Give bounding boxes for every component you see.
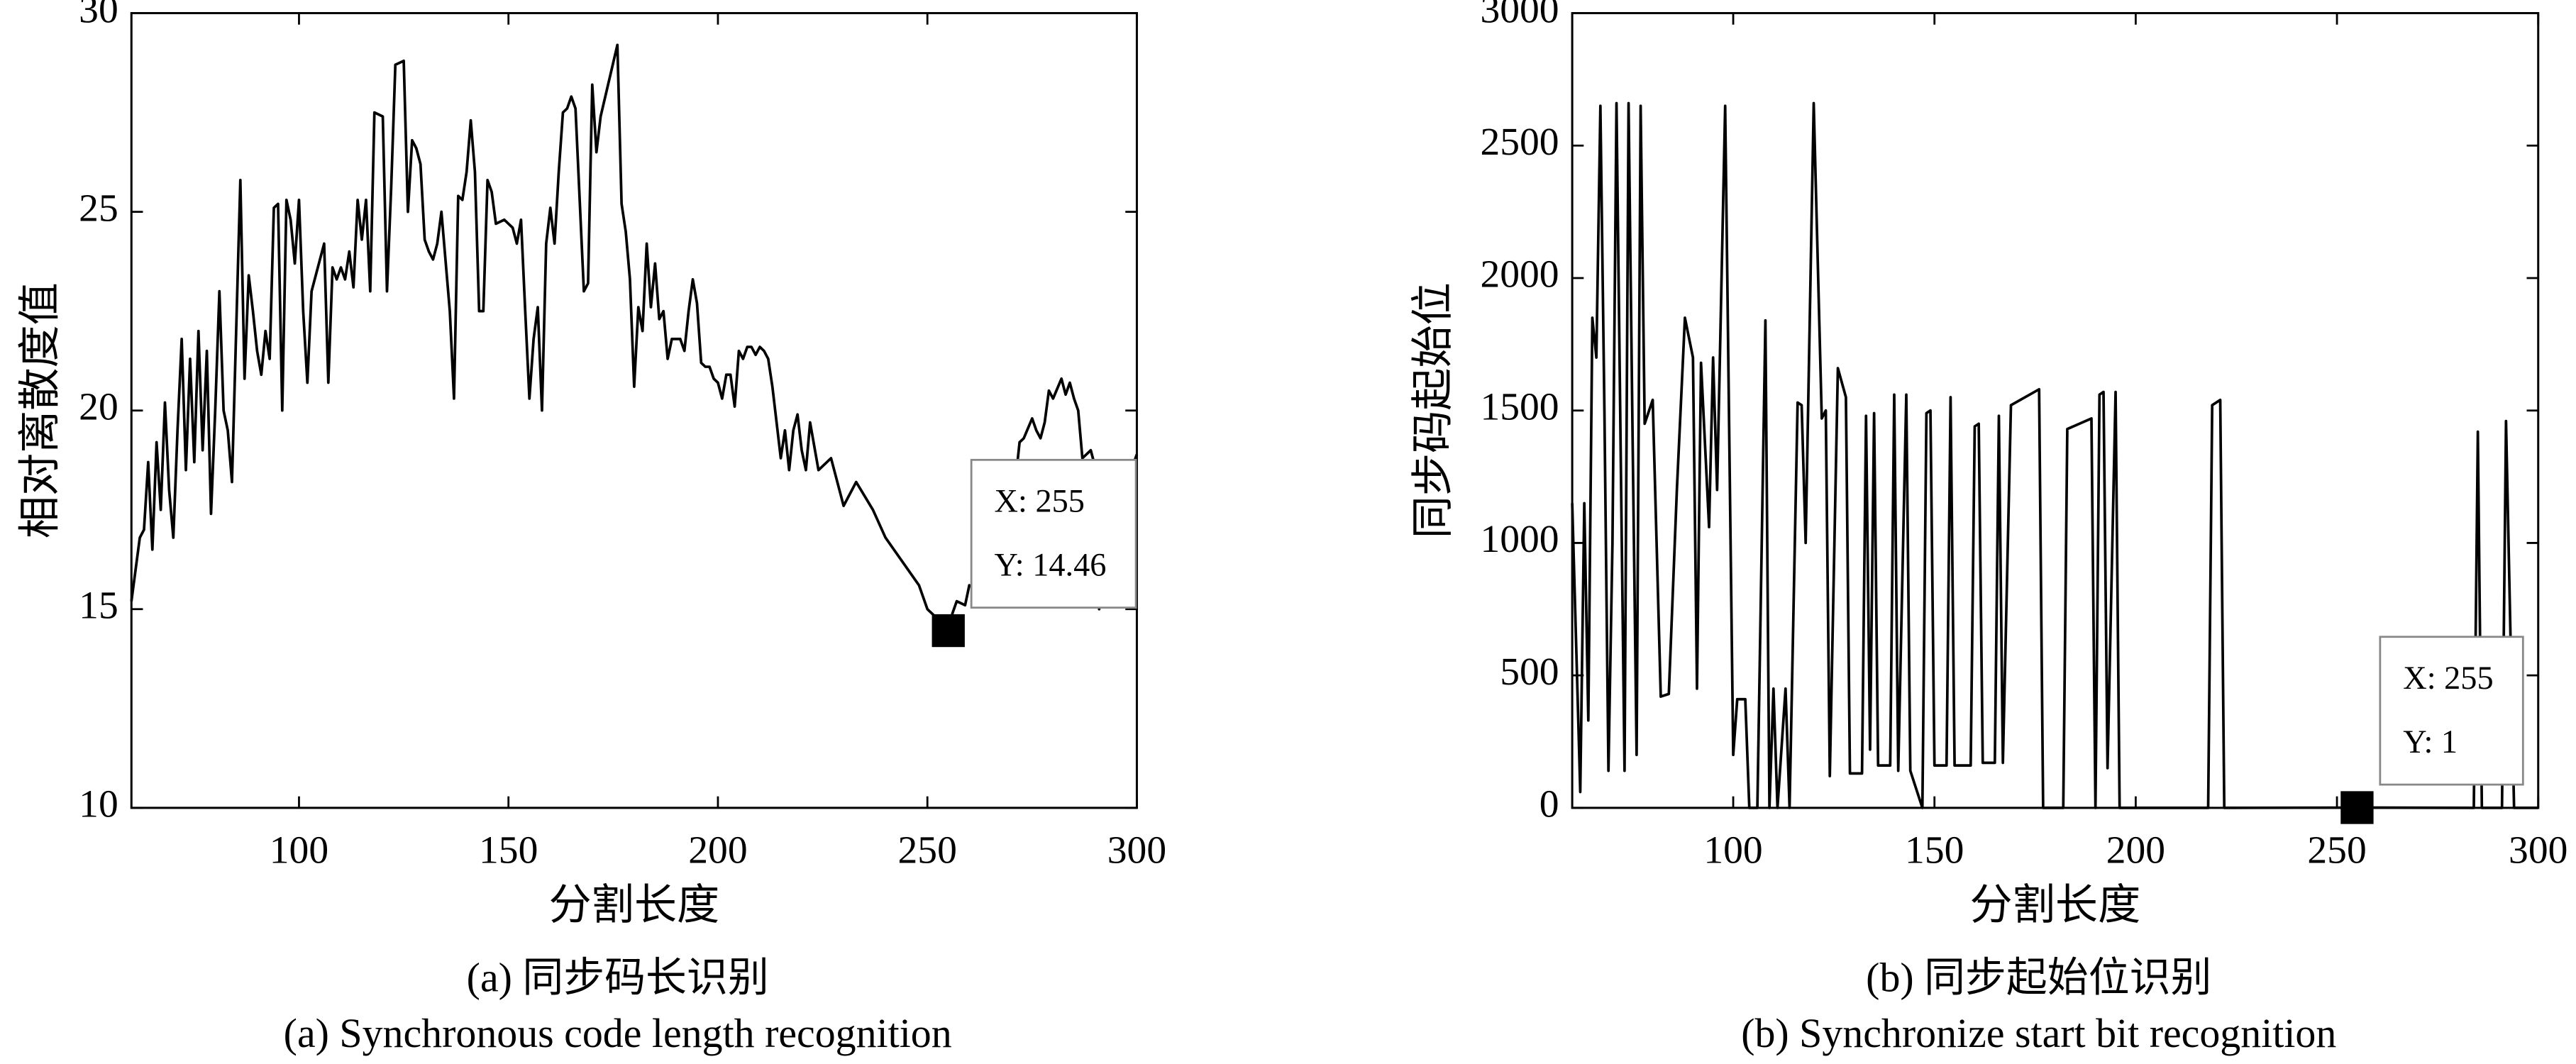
x-tick-label: 300 — [2509, 828, 2567, 872]
x-tick-label: 100 — [270, 828, 328, 872]
data-tip-text: X: 255 — [995, 483, 1085, 519]
x-tick-label: 200 — [2106, 828, 2165, 872]
y-tick-label: 15 — [79, 584, 118, 628]
x-tick-label: 150 — [479, 828, 538, 872]
data-tip-text: Y: 1 — [2403, 724, 2458, 760]
y-tick-label: 0 — [1539, 782, 1559, 826]
caption-en: (b) Synchronize start bit recognition — [1741, 1010, 2336, 1056]
caption: (b) 同步起始位识别 — [1866, 955, 2211, 1001]
x-tick-label: 300 — [1107, 828, 1166, 872]
caption: (a) 同步码长识别 — [467, 955, 769, 1001]
x-axis-label: 分割长度 — [1970, 882, 2141, 929]
plot-frame — [130, 12, 1138, 809]
y-axis-label: 同步码起始位 — [1410, 282, 1457, 538]
x-tick-label: 100 — [1703, 828, 1762, 872]
y-tick-label: 30 — [79, 0, 118, 31]
data-tip-marker — [932, 614, 965, 648]
caption-en: (a) Synchronous code length recognition — [284, 1010, 952, 1056]
data-line — [130, 43, 1139, 632]
y-tick-label: 2000 — [1480, 253, 1559, 297]
data-tip-box — [2379, 636, 2524, 786]
chart-panel: 100 150 200 250 300 10 15 20 25 30 分割长度 相对离散度值 (a) 同… — [16, 0, 1166, 1056]
data-tip-box — [970, 458, 1137, 609]
x-tick-label: 250 — [898, 828, 957, 872]
data-tip-text: X: 255 — [2403, 660, 2493, 697]
y-tick-label: 500 — [1500, 650, 1559, 694]
y-tick-label: 10 — [79, 782, 118, 826]
data-tip-text: Y: 14.46 — [995, 548, 1107, 584]
x-tick-label: 200 — [688, 828, 747, 872]
x-tick-label: 150 — [1905, 828, 1964, 872]
x-axis-label: 分割长度 — [548, 882, 719, 929]
data-tip-marker — [2340, 791, 2374, 824]
y-tick-label: 2500 — [1480, 120, 1559, 164]
y-tick-label: 25 — [79, 186, 118, 230]
y-tick-label: 3000 — [1480, 0, 1559, 31]
y-tick-label: 1000 — [1480, 517, 1559, 561]
x-tick-label: 250 — [2307, 828, 2366, 872]
y-tick-label: 20 — [79, 384, 118, 428]
chart-panel: 100 150 200 250 300050010001500200025003000分… — [1410, 0, 2567, 1056]
data-line — [1571, 101, 2538, 809]
y-tick-label: 1500 — [1480, 384, 1559, 428]
y-axis-label: 相对离散度值 — [16, 282, 64, 538]
